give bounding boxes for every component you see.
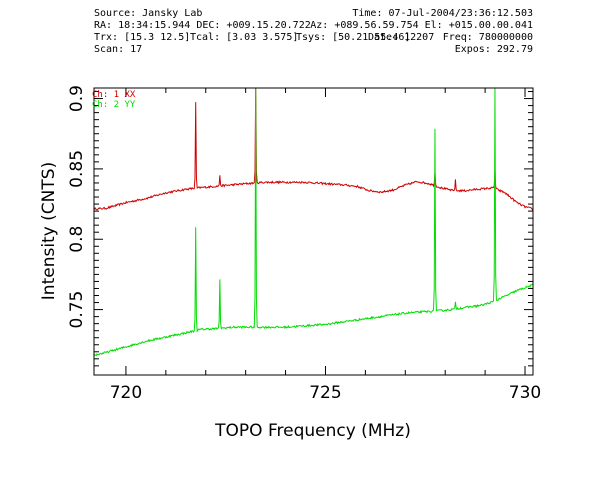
header-time: Time: 07-Jul-2004/23:36:12.503 — [352, 8, 533, 19]
series-line-ch1 — [94, 88, 533, 211]
x-tick-label: 720 — [110, 383, 142, 403]
series-layer — [94, 88, 533, 357]
header: Source: Jansky Lab Time: 07-Jul-2004/23:… — [94, 8, 533, 55]
header-tcal: Tcal: [3.03 3.575] — [190, 32, 298, 43]
header-date: Date: 12207 — [368, 32, 434, 43]
series-line-ch2 — [94, 88, 533, 357]
header-trx: Trx: [15.3 12.5] — [94, 32, 190, 43]
y-tick-label: 0.85 — [67, 150, 87, 188]
y-axis-title: Intensity (CNTS) — [39, 162, 59, 300]
header-source: Source: Jansky Lab — [94, 8, 202, 19]
x-tick-label: 725 — [309, 383, 341, 403]
legend: Ch: 1 XX Ch: 2 YY — [92, 90, 136, 110]
header-az-el: Az: +089.56.59.754 El: +015.00.00.041 — [310, 20, 533, 31]
x-tick-label: 730 — [509, 383, 541, 403]
plot-frame — [93, 87, 534, 376]
y-tick-label: 0.8 — [67, 226, 87, 253]
y-tick-label: 0.9 — [67, 85, 87, 112]
header-freq: Freq: 780000000 — [443, 32, 533, 43]
legend-entry-ch1: Ch: 1 XX — [92, 90, 136, 100]
y-tick-label: 0.75 — [67, 291, 87, 329]
header-expos: Expos: 292.79 — [455, 44, 533, 55]
header-scan: Scan: 17 — [94, 44, 142, 55]
x-axis-title: TOPO Frequency (MHz) — [214, 421, 411, 441]
legend-entry-ch2: Ch: 2 YY — [92, 100, 136, 110]
header-ra-dec: RA: 18:34:15.944 DEC: +009.15.20.722 — [94, 20, 311, 31]
header-tsys: Tsys: [50.21 55.46] — [296, 32, 410, 43]
ticks-layer: 720 725 730 0.75 0.8 0.85 0.9 — [67, 85, 541, 403]
